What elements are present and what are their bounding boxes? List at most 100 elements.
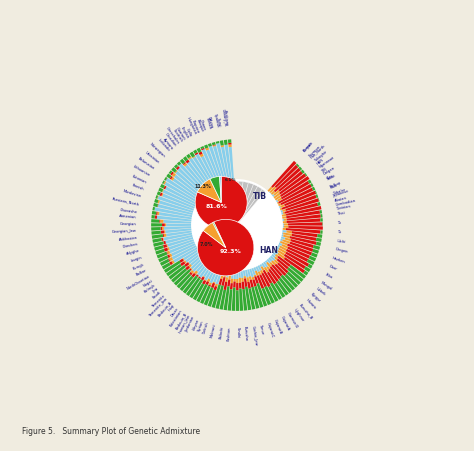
Wedge shape <box>316 242 321 246</box>
Wedge shape <box>247 282 251 289</box>
Wedge shape <box>174 165 178 169</box>
Wedge shape <box>279 174 306 195</box>
Wedge shape <box>236 283 238 291</box>
Wedge shape <box>167 255 170 258</box>
Wedge shape <box>267 187 273 193</box>
Text: Sindhi: Sindhi <box>236 326 239 337</box>
Wedge shape <box>228 143 231 145</box>
Wedge shape <box>184 262 189 267</box>
Wedge shape <box>245 287 251 310</box>
Wedge shape <box>163 245 167 249</box>
Wedge shape <box>261 267 264 272</box>
Wedge shape <box>219 279 222 285</box>
Wedge shape <box>286 219 320 224</box>
Wedge shape <box>166 264 182 276</box>
Wedge shape <box>201 147 204 150</box>
Wedge shape <box>312 249 319 254</box>
Wedge shape <box>208 144 212 147</box>
Wedge shape <box>171 244 196 257</box>
Text: Ulchi: Ulchi <box>336 238 346 244</box>
Wedge shape <box>232 288 236 311</box>
Wedge shape <box>164 248 168 252</box>
Wedge shape <box>169 171 173 175</box>
Text: Chechen: Chechen <box>122 242 138 249</box>
Text: Yemenite_Jew: Yemenite_Jew <box>149 297 169 318</box>
Wedge shape <box>216 144 228 182</box>
Text: Yemenite: Yemenite <box>151 293 165 308</box>
Wedge shape <box>157 216 192 222</box>
Wedge shape <box>202 150 205 151</box>
Wedge shape <box>165 224 166 227</box>
Wedge shape <box>166 179 167 181</box>
Wedge shape <box>266 267 270 271</box>
Wedge shape <box>151 216 155 219</box>
Wedge shape <box>236 271 238 280</box>
Text: Armenian: Armenian <box>119 213 137 219</box>
Wedge shape <box>308 264 313 269</box>
Wedge shape <box>189 269 192 272</box>
Wedge shape <box>281 275 295 291</box>
Wedge shape <box>179 164 181 166</box>
Wedge shape <box>221 146 224 148</box>
Wedge shape <box>316 238 322 243</box>
Wedge shape <box>170 177 173 180</box>
Wedge shape <box>277 281 289 296</box>
Wedge shape <box>204 145 209 149</box>
Wedge shape <box>158 188 164 193</box>
Text: Bedouin_B: Bedouin_B <box>174 311 188 329</box>
Wedge shape <box>195 153 198 156</box>
Wedge shape <box>277 205 278 207</box>
Wedge shape <box>267 192 268 193</box>
Wedge shape <box>193 157 214 188</box>
Wedge shape <box>279 208 282 211</box>
Text: Yukaghir: Yukaghir <box>313 150 328 163</box>
Wedge shape <box>204 287 213 306</box>
Text: Soymon: Soymon <box>308 144 322 157</box>
Wedge shape <box>203 223 226 248</box>
Wedge shape <box>282 226 284 228</box>
Text: Norwegian: Norwegian <box>148 142 165 158</box>
Wedge shape <box>301 170 305 174</box>
Wedge shape <box>276 203 277 205</box>
Wedge shape <box>164 261 181 273</box>
Wedge shape <box>163 182 165 184</box>
Text: Karitiana: Karitiana <box>223 110 228 126</box>
Text: Bedouin_A: Bedouin_A <box>157 300 173 317</box>
Wedge shape <box>271 254 275 258</box>
Wedge shape <box>224 282 228 290</box>
Wedge shape <box>197 148 201 153</box>
Wedge shape <box>197 179 221 203</box>
Text: Figure 5.   Summary Plot of Genetic Admixture: Figure 5. Summary Plot of Genetic Admixt… <box>22 426 201 435</box>
Wedge shape <box>241 278 244 282</box>
Text: Korean: Korean <box>303 140 314 152</box>
Wedge shape <box>284 224 288 226</box>
Wedge shape <box>175 171 178 174</box>
Text: 81.6%: 81.6% <box>206 203 228 208</box>
Wedge shape <box>191 271 194 274</box>
Wedge shape <box>272 253 276 256</box>
Wedge shape <box>230 284 233 290</box>
Text: Mongol: Mongol <box>319 280 332 290</box>
Text: Piapoco: Piapoco <box>191 120 200 134</box>
Wedge shape <box>292 235 317 241</box>
Wedge shape <box>205 281 209 285</box>
Wedge shape <box>162 194 195 209</box>
Wedge shape <box>257 265 262 272</box>
Wedge shape <box>317 202 320 207</box>
Wedge shape <box>221 269 225 276</box>
Text: Yakut: Yakut <box>326 174 336 182</box>
Wedge shape <box>275 166 298 189</box>
Wedge shape <box>304 174 307 177</box>
Wedge shape <box>220 276 223 280</box>
Wedge shape <box>180 159 185 165</box>
Text: Kumyk: Kumyk <box>132 262 145 270</box>
Wedge shape <box>152 212 156 215</box>
Wedge shape <box>151 224 162 227</box>
Wedge shape <box>239 289 243 311</box>
Wedge shape <box>280 241 288 246</box>
Wedge shape <box>255 271 259 276</box>
Text: Syrian: Syrian <box>197 319 204 331</box>
Wedge shape <box>211 285 221 308</box>
Wedge shape <box>165 187 166 190</box>
Text: Libyan: Libyan <box>192 318 200 330</box>
